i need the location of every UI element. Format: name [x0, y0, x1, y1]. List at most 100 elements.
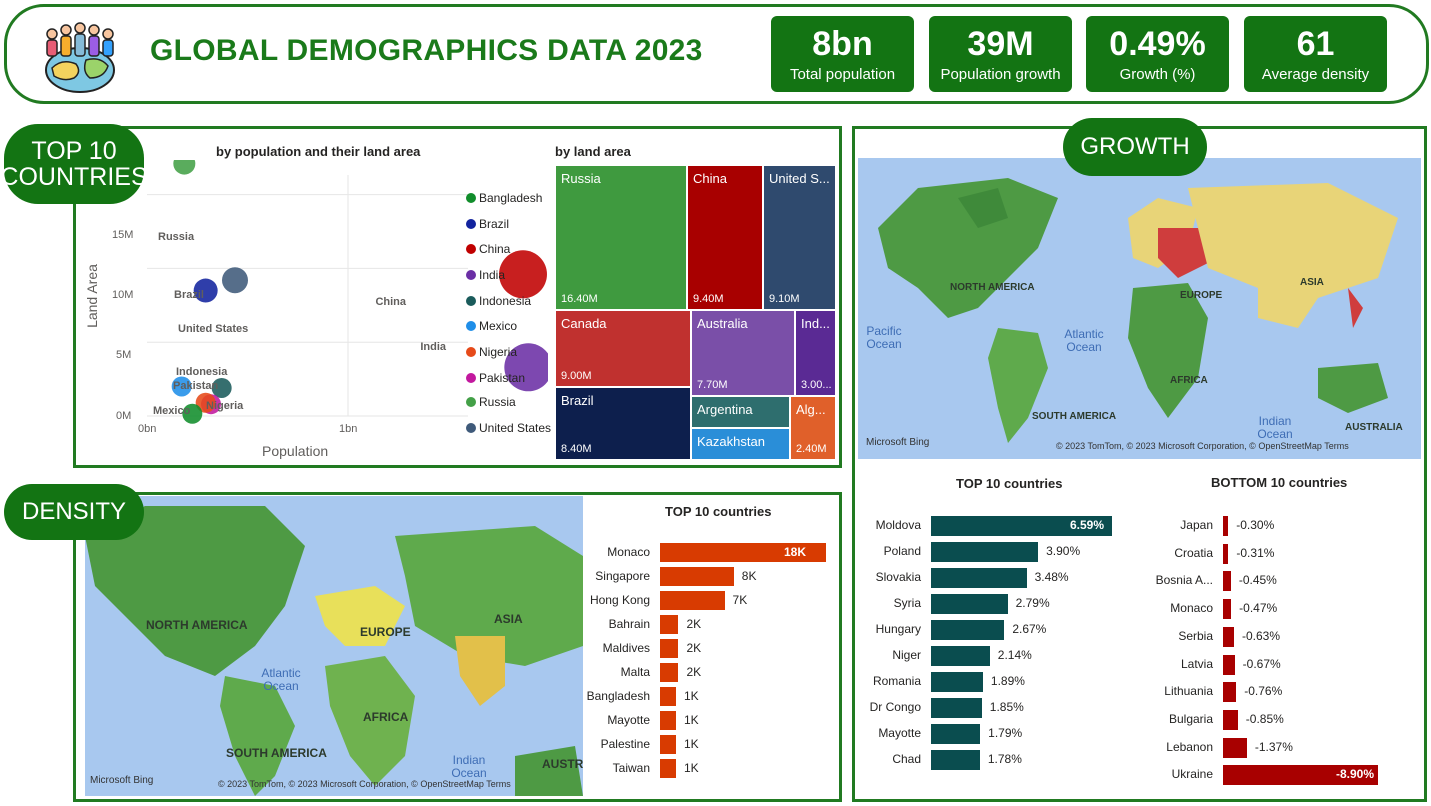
legend-item-nigeria[interactable]: Nigeria — [466, 345, 517, 359]
legend-dot — [466, 270, 476, 280]
treemap-tile-kazakhstan[interactable]: Kazakhstan — [691, 428, 790, 460]
bar[interactable] — [1223, 682, 1237, 703]
bar[interactable] — [660, 639, 679, 658]
bar-category-label: Mayotte — [607, 712, 650, 727]
legend-item-bangladesh[interactable]: Bangladesh — [466, 191, 542, 205]
bar[interactable] — [1223, 571, 1231, 592]
bar[interactable] — [931, 646, 990, 666]
bar[interactable] — [931, 672, 983, 692]
bar-category-label: Ukraine — [1171, 767, 1213, 782]
kpi-population-growth: 39M Population growth — [929, 16, 1072, 92]
bar[interactable] — [1223, 737, 1247, 758]
bar[interactable] — [931, 516, 1112, 536]
treemap-tile-china[interactable]: China 9.40M — [687, 165, 763, 310]
bar[interactable] — [660, 615, 679, 634]
x-axis-label: Population — [262, 443, 329, 459]
bar[interactable] — [1223, 626, 1234, 647]
treemap-title: by land area — [555, 144, 631, 159]
point-label: United States — [178, 323, 248, 335]
bar[interactable] — [1223, 654, 1235, 675]
growth-bottom-title: BOTTOM 10 countries — [1211, 475, 1348, 490]
legend-item-pakistan[interactable]: Pakistan — [466, 371, 525, 385]
bar-category-label: Romania — [872, 674, 921, 688]
scatter-point[interactable] — [173, 152, 196, 175]
bar[interactable] — [660, 687, 676, 706]
bar[interactable] — [660, 543, 826, 562]
bar-category-label: Monaco — [607, 544, 650, 559]
scatter-point[interactable] — [211, 377, 232, 398]
map-label-asia: ASIA — [494, 612, 523, 626]
legend-dot — [466, 423, 476, 433]
scatter-point[interactable] — [498, 250, 547, 299]
bar-value-label: -0.76% — [1244, 684, 1283, 699]
bar-category-label: Bosnia A... — [1155, 573, 1213, 588]
bar[interactable] — [660, 663, 679, 682]
bar[interactable] — [1223, 516, 1229, 536]
bar[interactable] — [1223, 599, 1232, 620]
bar[interactable] — [660, 567, 734, 586]
scatter-plot[interactable]: Russia Brazil United States China India Indon… — [78, 152, 553, 460]
bar[interactable] — [931, 620, 1005, 640]
scatter-point[interactable] — [221, 267, 248, 294]
tile-name: Kazakhstan — [697, 434, 765, 449]
bar[interactable] — [931, 750, 980, 770]
bar[interactable] — [931, 594, 1008, 614]
treemap-tile-argentina[interactable]: Argentina — [691, 396, 790, 428]
treemap-tile-russia[interactable]: Russia 16.40M — [555, 165, 687, 310]
treemap-tile-united-states[interactable]: United S... 9.10M — [763, 165, 836, 310]
bar[interactable] — [931, 568, 1027, 588]
bar-category-label: Croatia — [1174, 545, 1213, 560]
bar-value-label: 2K — [686, 616, 702, 631]
legend-dot — [466, 321, 476, 331]
bar-value-label: 1K — [684, 688, 699, 703]
bar-category-label: Syria — [893, 596, 921, 610]
treemap-tile-australia[interactable]: Australia 7.70M — [691, 310, 795, 396]
point-label: Mexico — [153, 405, 191, 417]
bar[interactable] — [931, 542, 1039, 562]
bar[interactable] — [660, 711, 676, 730]
treemap-tile-canada[interactable]: Canada 9.00M — [555, 310, 691, 387]
bar[interactable] — [1223, 765, 1378, 786]
legend-item-russia[interactable]: Russia — [466, 395, 516, 409]
bar[interactable] — [660, 735, 676, 754]
legend-item-china[interactable]: China — [466, 242, 510, 256]
legend-label: Brazil — [479, 217, 510, 231]
bar[interactable] — [660, 591, 725, 610]
legend-item-india[interactable]: India — [466, 268, 505, 282]
bar[interactable] — [1223, 709, 1238, 730]
bar-category-label: Chad — [892, 752, 921, 766]
globe-people-logo-icon — [38, 12, 122, 96]
legend-item-indonesia[interactable]: Indonesia — [466, 294, 531, 308]
legend-dot — [466, 296, 476, 306]
legend-item-united-states[interactable]: United States — [466, 421, 551, 435]
map-label-europe: EUROPE — [360, 625, 411, 639]
treemap-tile-brazil[interactable]: Brazil 8.40M — [555, 387, 691, 460]
map-attribution[interactable]: © 2023 TomTom, © 2023 Microsoft Corporat… — [1056, 441, 1349, 451]
scatter-chart[interactable]: Russia Brazil United States China India Indon… — [78, 152, 553, 460]
scatter-point[interactable] — [504, 343, 553, 392]
density-map[interactable] — [85, 496, 583, 796]
bar[interactable] — [1223, 543, 1229, 564]
kpi-label: Total population — [789, 66, 896, 83]
bar[interactable] — [931, 698, 982, 718]
bar[interactable] — [660, 759, 676, 778]
tile-name: Alg... — [796, 402, 826, 417]
scatter-point[interactable] — [182, 403, 203, 424]
bar[interactable] — [931, 724, 981, 744]
growth-map[interactable] — [858, 158, 1421, 459]
map-attribution[interactable]: © 2023 TomTom, © 2023 Microsoft Corporat… — [218, 779, 511, 789]
scatter-point[interactable] — [193, 278, 218, 303]
legend-dot — [466, 347, 476, 357]
treemap-tile-india[interactable]: Ind... 3.00... — [795, 310, 836, 396]
legend-item-brazil[interactable]: Brazil — [466, 217, 509, 231]
point-label: Nigeria — [206, 400, 244, 412]
scatter-point[interactable] — [171, 376, 192, 397]
legend-item-mexico[interactable]: Mexico — [466, 319, 517, 333]
bar-category-label: Mayotte — [878, 726, 921, 740]
map-label-atlantic: Atlantic Ocean — [1064, 327, 1104, 355]
scatter-point[interactable] — [195, 392, 216, 413]
bar-value-label: 1.89% — [990, 674, 1025, 688]
y-tick: 0M — [116, 410, 132, 422]
x-tick: 1bn — [339, 423, 358, 435]
treemap-tile-algeria[interactable]: Alg... 2.40M — [790, 396, 836, 460]
